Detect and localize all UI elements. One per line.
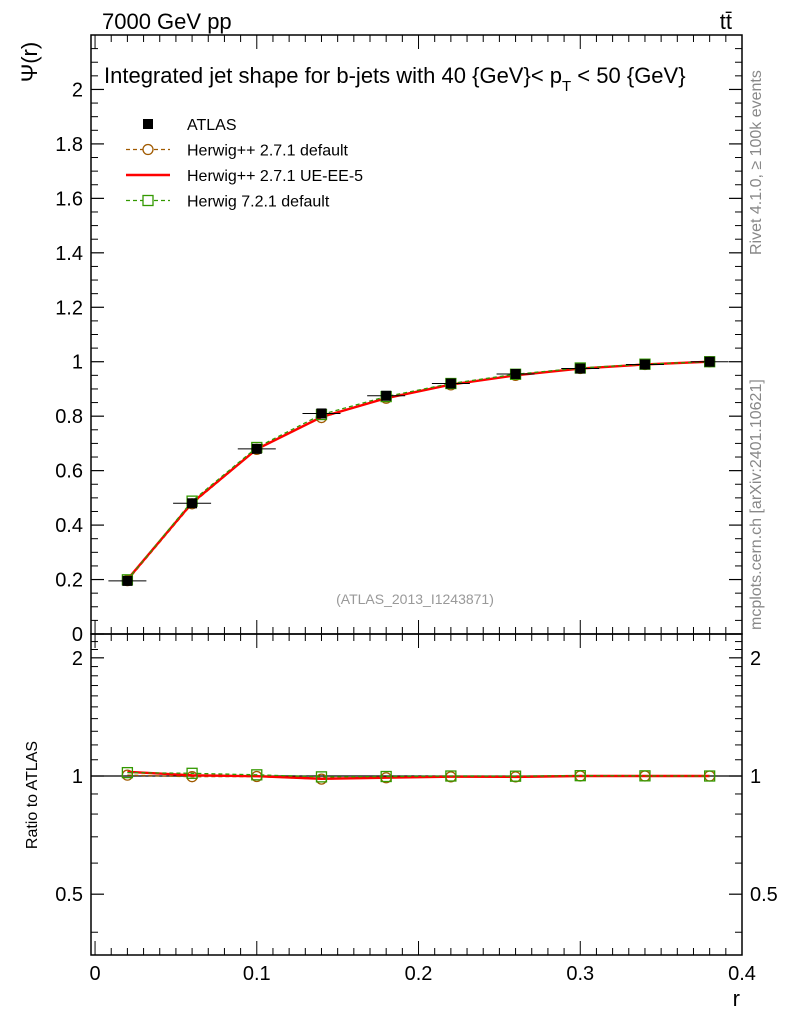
ratio-tick-label: 1	[72, 766, 83, 788]
y-tick-label: 0.2	[55, 570, 83, 592]
series-line	[126, 361, 710, 581]
reference-label: (ATLAS_2013_I1243871)	[336, 591, 494, 607]
ratio-point-square	[509, 770, 522, 782]
title-tail: < 50 {GeV}	[571, 63, 685, 88]
title-subscript: T	[562, 78, 571, 95]
title-main: Integrated jet shape for b-jets with 40 …	[104, 63, 562, 88]
legend-label: ATLAS	[187, 117, 237, 134]
mcplots-label: mcplots.cern.ch [arXiv:2401.10621]	[748, 379, 765, 630]
legend-marker-atlas	[143, 119, 153, 129]
ratio-point-square	[574, 770, 586, 782]
ratio-point-square	[639, 770, 651, 782]
y-tick-label: 0.4	[55, 515, 83, 537]
x-tick-label: 0.3	[566, 963, 594, 985]
ratio-tick-label: 2	[72, 648, 83, 670]
legend-label: Herwig++ 2.7.1 default	[187, 143, 349, 160]
ratio-tick-label-right: 1	[750, 766, 761, 788]
chart-title: Integrated jet shape for b-jets with 40 …	[104, 63, 686, 95]
ratio-point-square	[380, 770, 392, 783]
x-tick-label: 0.2	[405, 963, 433, 985]
y-tick-label: 1	[72, 352, 83, 374]
y-tick-label: 1.2	[55, 297, 83, 319]
ratio-series-line	[127, 770, 710, 780]
y-tick-label: 1.4	[55, 243, 83, 265]
legend-square	[142, 194, 154, 207]
y-tick-label: 0	[72, 624, 83, 646]
legend-label: Herwig++ 2.7.1 UE-EE-5	[187, 168, 363, 185]
legend-circle	[142, 143, 154, 156]
ratio-point-square	[445, 770, 457, 782]
y-tick-label: 1.8	[55, 134, 83, 156]
ratio-point-square	[251, 769, 263, 781]
y-tick-label: 2	[72, 79, 83, 101]
legend: ATLAS Herwig++ 2.7.1 default Herwig++ 2.7.…	[126, 117, 363, 211]
header-right: tt̄	[720, 9, 732, 34]
main-y-label: Ψ(r)	[17, 42, 42, 82]
ratio-point-square	[121, 766, 134, 779]
header-left: 7000 GeV pp	[102, 9, 232, 34]
ratio-tick-label-right: 2	[750, 648, 761, 670]
ratio-point-square	[704, 770, 716, 782]
series-line	[126, 360, 710, 581]
ratio-frame	[90, 633, 743, 956]
y-tick-label: 0.8	[55, 406, 83, 428]
main-panel: 0 0.2 0.4 0.6 0.8 1 1.2 1.4 1.6 1.8 2 ATLAS Herwig++…	[55, 34, 743, 646]
x-tick-label: 0.4	[728, 963, 756, 985]
x-axis-label: r	[733, 986, 740, 1011]
ratio-point-square	[186, 767, 198, 779]
ratio-tick-label-right: 0.5	[750, 884, 778, 906]
y-tick-label: 0.6	[55, 461, 83, 483]
legend-label: Herwig 7.2.1 default	[187, 194, 330, 211]
x-tick-label: 0	[89, 963, 100, 985]
series-line	[126, 361, 710, 582]
ratio-point-square	[315, 771, 328, 783]
ratio-y-label: Ratio to ATLAS	[24, 741, 41, 849]
ratio-panel: 0.5 0.5 1 1 2 2 0 0.1 0.2 0.3 0.4	[55, 633, 778, 985]
x-tick-label: 0.1	[243, 963, 271, 985]
rivet-label: Rivet 4.1.0, ≥ 100k events	[748, 70, 765, 255]
ratio-series-line	[127, 771, 710, 778]
y-tick-label: 1.6	[55, 188, 83, 210]
ratio-tick-label: 0.5	[55, 884, 83, 906]
